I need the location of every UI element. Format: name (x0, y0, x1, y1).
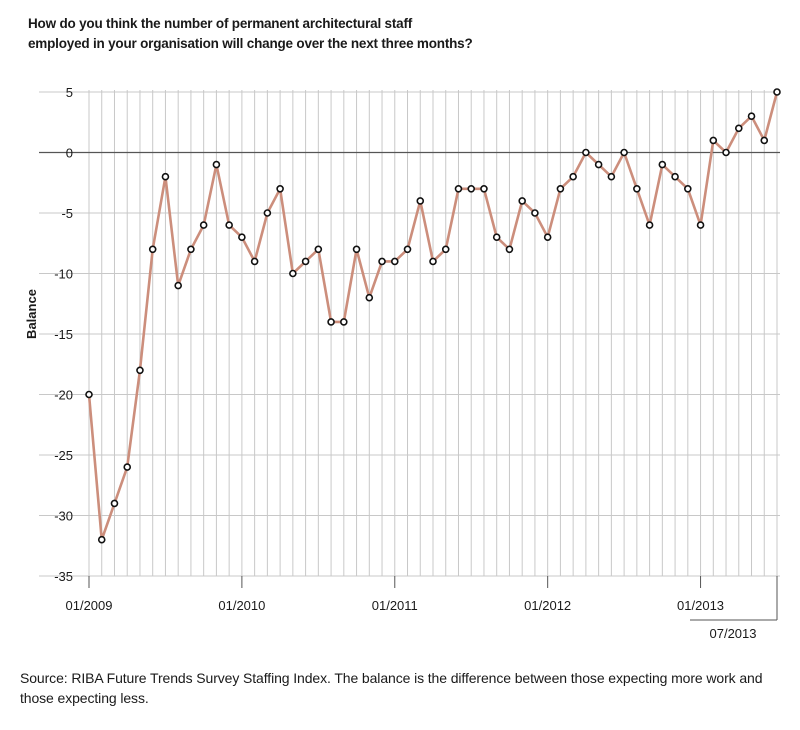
data-point (403, 245, 412, 254)
data-point (467, 185, 476, 193)
data-point (314, 245, 323, 254)
data-point (301, 257, 310, 266)
data-point (225, 221, 233, 229)
data-point (187, 245, 195, 254)
data-point (212, 160, 221, 169)
x-tick-label: 01/2009 (66, 598, 113, 613)
x-tick-label: 01/2012 (524, 598, 571, 613)
data-point (454, 185, 463, 193)
y-tick-label: -25 (54, 448, 73, 463)
y-tick-label: -30 (54, 509, 73, 524)
data-point (709, 136, 718, 145)
data-point (97, 535, 106, 544)
y-tick-label: 5 (66, 85, 73, 100)
data-point (492, 233, 501, 241)
data-point (645, 221, 654, 229)
data-point (327, 318, 335, 326)
data-point (480, 185, 488, 193)
data-point (594, 160, 603, 169)
source-note: Source: RIBA Future Trends Survey Staffi… (20, 670, 763, 706)
data-point (390, 257, 399, 266)
data-point (110, 499, 119, 508)
y-tick-label: 0 (66, 146, 73, 161)
data-point (85, 390, 93, 399)
data-point (518, 197, 526, 205)
data-point (352, 245, 361, 254)
data-point (276, 185, 284, 193)
y-axis-label: Balance (24, 289, 39, 339)
data-point (747, 112, 756, 120)
data-point (569, 172, 577, 181)
data-point (556, 185, 565, 193)
x-tick-label: 01/2013 (677, 598, 724, 613)
data-point (199, 221, 208, 229)
data-points (85, 88, 781, 544)
data-point (123, 463, 132, 471)
y-tick-label: -15 (54, 327, 73, 342)
data-point (760, 136, 769, 145)
data-point (174, 281, 182, 290)
data-point (161, 172, 170, 181)
x-tick-label-end: 07/2013 (710, 626, 757, 641)
data-point (684, 185, 692, 193)
x-tick-label: 01/2011 (372, 598, 418, 613)
data-point (340, 318, 348, 326)
data-point (582, 148, 590, 157)
data-point (250, 257, 259, 266)
data-point (289, 269, 297, 278)
data-point (429, 257, 437, 266)
axes: 5 0 -5 -10 -15 -20 -25 -30 -35 01/2009 01/2010 01/2… (54, 85, 778, 641)
y-tick-label: -10 (54, 267, 73, 282)
data-point (734, 124, 743, 133)
data-point (378, 257, 386, 266)
data-point (365, 293, 374, 302)
y-tick-label: -35 (54, 569, 73, 584)
data-point (441, 245, 450, 254)
data-point (620, 148, 628, 157)
data-point (607, 172, 616, 181)
data-point (263, 209, 272, 217)
data-point (148, 245, 157, 254)
data-point (416, 197, 425, 205)
data-point (633, 185, 641, 193)
data-point (658, 160, 667, 169)
data-point (773, 88, 781, 96)
y-tick-label: -5 (61, 206, 73, 221)
data-point (531, 209, 539, 217)
data-point (505, 245, 514, 254)
data-point (136, 366, 144, 375)
chart-title: How do you think the number of permanent… (28, 16, 473, 51)
grid (39, 90, 780, 577)
x-tick-label: 01/2010 (218, 598, 265, 613)
data-point (722, 148, 730, 157)
y-tick-label: -20 (54, 388, 73, 403)
data-point (671, 172, 679, 181)
data-point (238, 233, 246, 241)
data-point (696, 221, 705, 229)
data-point (543, 233, 552, 241)
